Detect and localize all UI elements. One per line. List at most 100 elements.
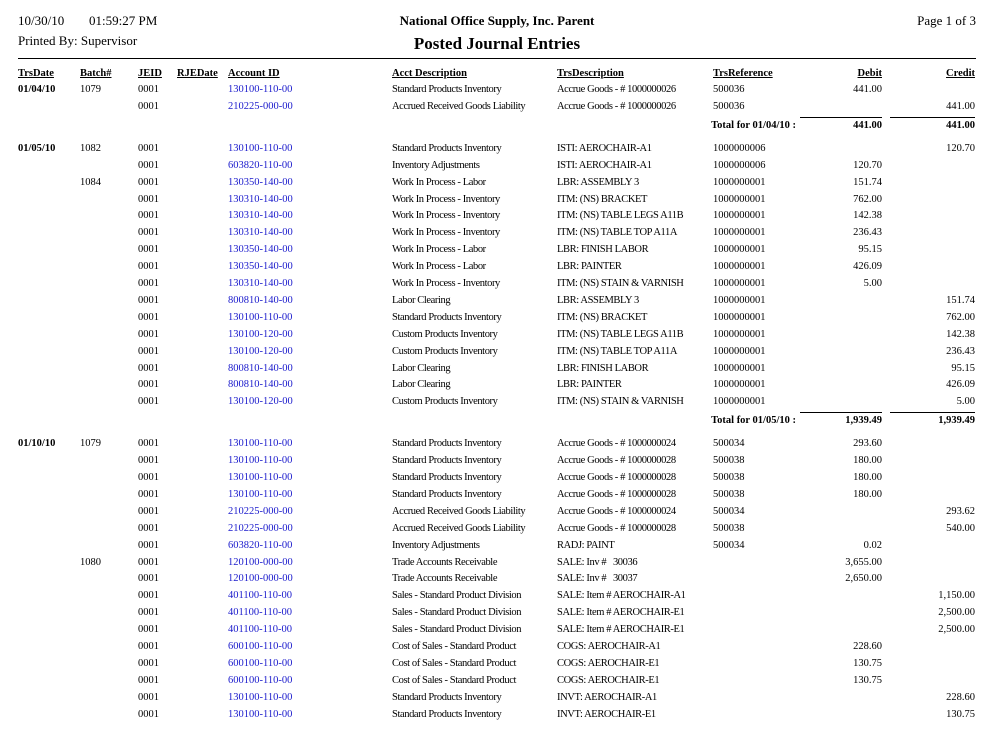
account-cell[interactable]: 120100-000-00 [228,573,293,585]
date-cell: 01/10/10 [18,438,56,450]
ref-cell: 1000000001 [713,193,766,205]
jeid-cell: 0001 [138,227,159,239]
account-cell[interactable]: 603820-110-00 [228,159,293,171]
account-cell[interactable]: 130100-110-00 [228,455,293,467]
jeid-cell: 0001 [138,641,159,652]
credit-cell: 120.70 [946,142,975,154]
account-cell[interactable]: 800810-140-00 [228,362,293,374]
debit-cell: 228.60 [853,641,882,652]
debit-cell: 180.00 [853,488,882,500]
acct-desc-cell: Sales - Standard Product Division [392,607,522,619]
account-cell[interactable]: 600100-110-00 [228,674,293,686]
account-cell[interactable]: 130100-120-00 [228,328,293,340]
credit-cell: 441.00 [946,100,975,112]
jeid-cell: 0001 [138,142,159,154]
jeid-cell: 0001 [138,488,159,500]
jeid-cell: 0001 [138,455,159,467]
column-header: Account ID [228,68,280,79]
ref-cell: 1000000001 [713,176,766,188]
jeid-cell: 0001 [138,193,159,205]
trs-desc-cell: Accrue Goods - # 1000000028 [557,472,676,483]
account-cell[interactable]: 130350-140-00 [228,261,293,273]
acct-desc-cell: Cost of Sales - Standard Product [392,657,516,669]
acct-desc-cell: Custom Products Inventory [392,328,498,340]
account-cell[interactable]: 600100-110-00 [228,657,293,669]
jeid-cell: 0001 [138,522,159,534]
jeid-cell: 0001 [138,176,159,188]
debit-cell: 142.38 [853,210,882,222]
credit-cell: 2,500.00 [938,624,975,636]
page-number: Page 1 of 3 [917,13,976,28]
ref-cell: 1000000001 [713,227,766,239]
acct-desc-cell: Sales - Standard Product Division [392,624,522,636]
jeid-cell: 0001 [138,379,159,391]
account-cell[interactable]: 130100-110-00 [228,438,293,450]
jeid-cell: 0001 [138,159,159,171]
trs-desc-cell: Accrue Goods - # 1000000026 [557,100,676,112]
account-cell[interactable]: 401100-110-00 [228,624,292,636]
acct-desc-cell: Trade Accounts Receivable [392,573,498,585]
acct-desc-cell: Sales - Standard Product Division [392,590,522,602]
column-header: Batch# [80,68,112,79]
credit-cell: 142.38 [946,328,975,340]
trs-desc-cell: SALE: Item # AEROCHAIR-A1 [557,590,686,602]
total-rule [800,116,882,118]
total-rule [890,116,975,118]
account-cell[interactable]: 120100-000-00 [228,556,293,568]
account-cell[interactable]: 210225-000-00 [228,100,293,112]
debit-cell: 236.43 [853,227,882,239]
ref-cell: 500034 [713,505,745,517]
account-cell[interactable]: 800810-140-00 [228,379,293,391]
account-cell[interactable]: 130100-110-00 [228,488,293,500]
batch-cell: 1080 [80,556,101,568]
credit-cell: 236.43 [946,345,975,357]
account-cell[interactable]: 130100-110-00 [228,691,293,703]
jeid-cell: 0001 [138,438,159,450]
account-cell[interactable]: 600100-110-00 [228,641,293,652]
acct-desc-cell: Accrued Received Goods Liability [392,505,526,517]
account-cell[interactable]: 210225-000-00 [228,522,293,534]
credit-cell: 95.15 [951,362,975,374]
account-cell[interactable]: 130350-140-00 [228,176,293,188]
acct-desc-cell: Accrued Received Goods Liability [392,522,526,534]
trs-desc-cell: RADJ: PAINT [557,539,615,551]
ref-cell: 1000000001 [713,345,766,357]
trs-desc-cell: Accrue Goods - # 1000000024 [557,438,676,450]
account-cell[interactable]: 130100-110-00 [228,84,293,95]
jeid-cell: 0001 [138,607,159,619]
trs-desc-cell: COGS: AEROCHAIR-E1 [557,657,660,669]
trs-desc-cell: LBR: FINISH LABOR [557,244,649,256]
print-time: 01:59:27 PM [89,13,158,28]
account-cell[interactable]: 130100-110-00 [228,142,293,154]
acct-desc-cell: Standard Products Inventory [392,311,502,323]
account-cell[interactable]: 130100-110-00 [228,708,293,720]
account-cell[interactable]: 130310-140-00 [228,278,293,289]
column-header: Credit [946,68,975,79]
account-cell[interactable]: 130100-120-00 [228,345,293,357]
account-cell[interactable]: 800810-140-00 [228,294,293,306]
account-cell[interactable]: 130310-140-00 [228,227,293,239]
batch-cell: 1079 [80,84,101,95]
ref-cell: 1000000001 [713,311,766,323]
ref-cell: 1000000001 [713,294,766,306]
date-cell: 01/05/10 [18,142,56,154]
total-rule [800,412,882,414]
acct-desc-cell: Custom Products Inventory [392,345,498,357]
account-cell[interactable]: 130350-140-00 [228,244,293,256]
batch-cell: 1084 [80,176,101,188]
jeid-cell: 0001 [138,345,159,357]
account-cell[interactable]: 603820-110-00 [228,539,293,551]
account-cell[interactable]: 130310-140-00 [228,193,293,205]
debit-cell: 180.00 [853,472,882,483]
ref-cell: 500038 [713,522,745,534]
account-cell[interactable]: 130100-120-00 [228,396,293,408]
account-cell[interactable]: 130100-110-00 [228,472,293,483]
account-cell[interactable]: 401100-110-00 [228,607,292,619]
account-cell[interactable]: 210225-000-00 [228,505,293,517]
account-cell[interactable]: 130100-110-00 [228,311,293,323]
account-cell[interactable]: 401100-110-00 [228,590,292,602]
header-rule [18,58,976,59]
jeid-cell: 0001 [138,657,159,669]
jeid-cell: 0001 [138,210,159,222]
account-cell[interactable]: 130310-140-00 [228,210,293,222]
